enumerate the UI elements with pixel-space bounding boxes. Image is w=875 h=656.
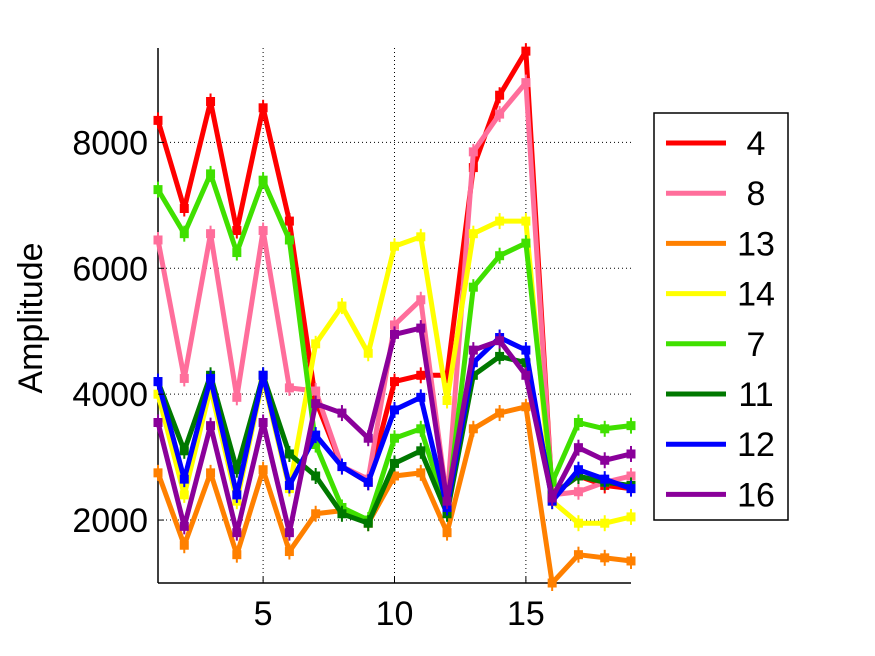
x-tick-label: 15 (507, 595, 545, 633)
y-tick-label: 2000 (72, 502, 148, 540)
series-16 (153, 320, 636, 541)
x-tick-label: 5 (254, 595, 273, 633)
legend-label: 4 (747, 125, 766, 163)
y-tick-label: 6000 (72, 250, 148, 288)
legend-label: 12 (737, 426, 775, 464)
series-layer (153, 43, 636, 591)
legend: 4 8 13 14 7 11 12 16 (653, 112, 789, 521)
x-tick-label: 10 (376, 595, 414, 633)
legend-label: 8 (747, 175, 766, 213)
legend-label: 13 (737, 225, 775, 263)
y-tick-label: 8000 (72, 124, 148, 162)
series-13 (153, 398, 636, 591)
grid-layer (158, 48, 631, 583)
legend-label: 7 (747, 326, 766, 364)
legend-label: 16 (737, 476, 775, 514)
legend-label: 11 (738, 376, 773, 414)
tick-layer: 5 10 15 2000 4000 6000 8000 (72, 124, 544, 633)
legend-label: 14 (737, 276, 775, 314)
legend-box (653, 112, 789, 521)
y-axis-title: Amplitude (12, 242, 50, 393)
y-tick-label: 4000 (72, 376, 148, 414)
